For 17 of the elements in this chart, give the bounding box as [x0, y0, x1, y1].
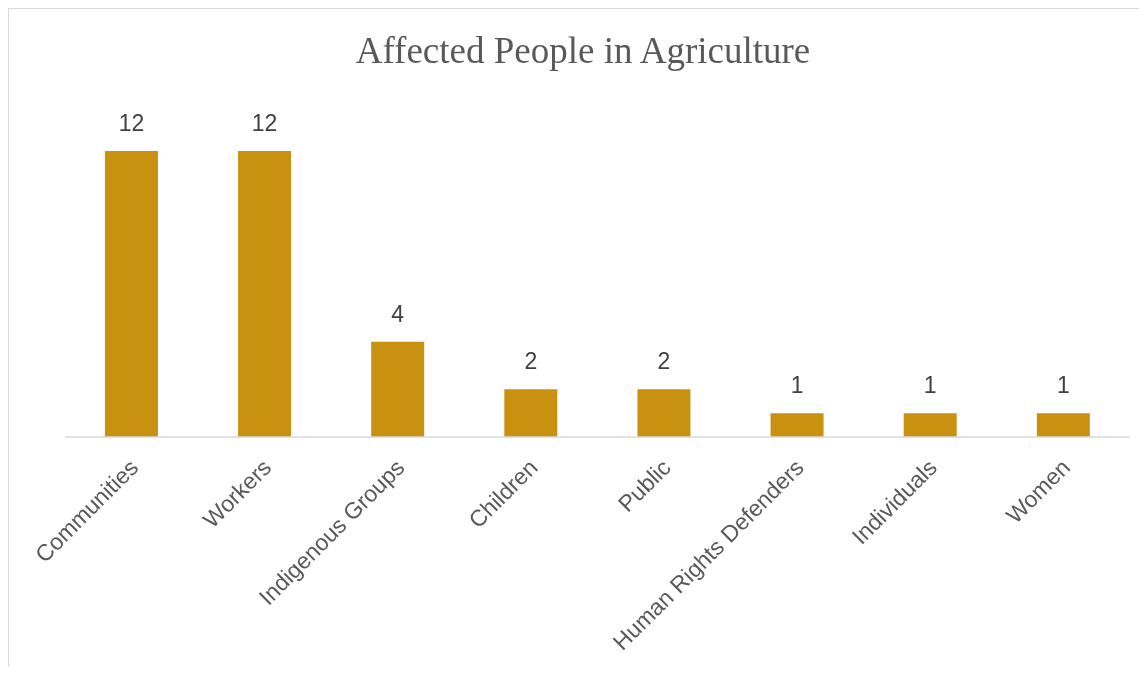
data-label: 12	[251, 110, 278, 136]
data-label: 1	[790, 372, 804, 399]
bar	[770, 413, 824, 437]
bar	[903, 413, 957, 437]
chart-title: Affected People in Agriculture	[354, 29, 812, 73]
bar	[104, 151, 158, 437]
data-label: 1	[1056, 372, 1070, 399]
bar	[1036, 413, 1090, 437]
data-label: 2	[524, 348, 538, 375]
data-label: 4	[391, 300, 405, 327]
bar	[637, 389, 691, 437]
bar	[371, 341, 425, 437]
data-label: 1	[923, 372, 937, 399]
data-label: 2	[657, 348, 671, 375]
bar	[238, 151, 292, 437]
bar	[504, 389, 558, 437]
data-label: 12	[118, 110, 145, 136]
